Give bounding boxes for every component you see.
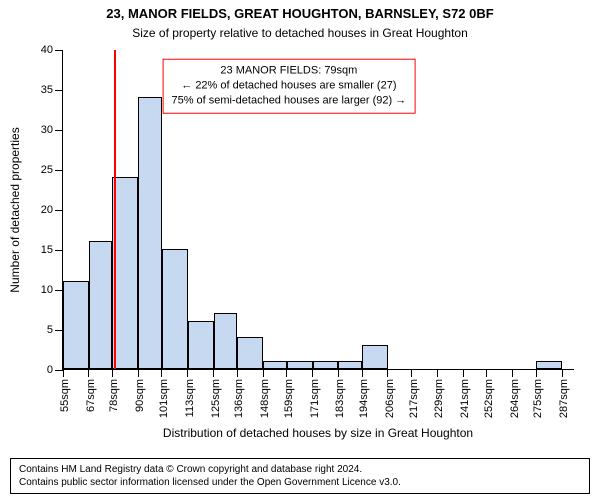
y-tick (55, 170, 63, 171)
y-tick-label: 35 (41, 84, 53, 96)
chart-title-sub: Size of property relative to detached ho… (0, 26, 600, 40)
x-tick-label: 194sqm (358, 379, 370, 418)
y-tick (55, 130, 63, 131)
x-tick (138, 369, 139, 377)
x-tick-label: 136sqm (233, 379, 245, 418)
x-tick (411, 369, 412, 377)
histogram-bar (536, 361, 562, 369)
chart-figure: 23, MANOR FIELDS, GREAT HOUGHTON, BARNSL… (0, 0, 600, 500)
x-tick-label: 78sqm (108, 379, 120, 412)
y-tick-label: 20 (41, 204, 53, 216)
chart-title-main: 23, MANOR FIELDS, GREAT HOUGHTON, BARNSL… (0, 6, 600, 21)
x-tick (338, 369, 339, 377)
x-tick-label: 171sqm (309, 379, 321, 418)
x-tick (387, 369, 388, 377)
histogram-bar (338, 361, 362, 369)
attribution-box: Contains HM Land Registry data © Crown c… (10, 458, 590, 494)
y-tick-label: 15 (41, 244, 53, 256)
y-tick-label: 30 (41, 124, 53, 136)
x-tick (88, 369, 89, 377)
x-tick-label: 101sqm (158, 379, 170, 418)
x-tick-label: 206sqm (384, 379, 396, 418)
x-tick-label: 229sqm (433, 379, 445, 418)
x-tick-label: 125sqm (210, 379, 222, 418)
x-tick (213, 369, 214, 377)
attribution-line-2: Contains public sector information licen… (19, 476, 581, 489)
x-tick (237, 369, 238, 377)
x-tick (161, 369, 162, 377)
y-tick (55, 250, 63, 251)
histogram-bar (237, 337, 263, 369)
y-axis-label: Number of detached properties (8, 127, 22, 292)
x-tick (286, 369, 287, 377)
y-tick (55, 90, 63, 91)
x-tick-label: 67sqm (85, 379, 97, 412)
x-tick (63, 369, 64, 377)
subject-marker-line (114, 50, 116, 369)
histogram-bar (214, 313, 238, 369)
x-tick-label: 241sqm (459, 379, 471, 418)
x-tick-label: 264sqm (509, 379, 521, 418)
annotation-line-2: ← 22% of detached houses are smaller (27… (171, 79, 406, 94)
x-tick (463, 369, 464, 377)
x-tick-label: 90sqm (134, 379, 146, 412)
x-tick (536, 369, 537, 377)
x-tick (562, 369, 563, 377)
annotation-line-3: 75% of semi-detached houses are larger (… (171, 93, 406, 108)
histogram-bar (287, 361, 313, 369)
x-tick-label: 113sqm (184, 379, 196, 417)
x-tick (437, 369, 438, 377)
y-tick-label: 25 (41, 164, 53, 176)
plot-area: 051015202530354055sqm67sqm78sqm90sqm101s… (62, 50, 574, 370)
x-tick (187, 369, 188, 377)
histogram-bar (63, 281, 89, 369)
histogram-bar (138, 97, 162, 369)
histogram-bar (162, 249, 188, 369)
y-tick (55, 330, 63, 331)
x-tick-label: 217sqm (408, 379, 420, 418)
y-tick-label: 10 (41, 284, 53, 296)
histogram-bar (188, 321, 214, 369)
x-tick (362, 369, 363, 377)
y-tick (55, 210, 63, 211)
y-tick (55, 290, 63, 291)
y-tick-label: 0 (47, 364, 53, 376)
annotation-line-1: 23 MANOR FIELDS: 79sqm (171, 64, 406, 79)
x-tick-label: 275sqm (532, 379, 544, 418)
y-tick (55, 50, 63, 51)
histogram-bar (263, 361, 287, 369)
x-tick (512, 369, 513, 377)
x-tick (486, 369, 487, 377)
histogram-bar (362, 345, 388, 369)
annotation-box: 23 MANOR FIELDS: 79sqm← 22% of detached … (162, 59, 415, 114)
x-tick-label: 148sqm (259, 379, 271, 418)
attribution-line-1: Contains HM Land Registry data © Crown c… (19, 463, 581, 476)
x-tick-label: 55sqm (59, 379, 71, 412)
histogram-bar (313, 361, 339, 369)
y-tick-label: 40 (41, 44, 53, 56)
y-tick-label: 5 (47, 324, 53, 336)
histogram-bar (89, 241, 113, 369)
chart-axes: 051015202530354055sqm67sqm78sqm90sqm101s… (62, 50, 574, 370)
x-tick-label: 252sqm (483, 379, 495, 418)
histogram-bar (112, 177, 138, 369)
x-axis-label: Distribution of detached houses by size … (62, 426, 574, 440)
x-tick (112, 369, 113, 377)
x-tick (263, 369, 264, 377)
x-tick (312, 369, 313, 377)
x-tick-label: 183sqm (334, 379, 346, 418)
x-tick-label: 287sqm (558, 379, 570, 418)
x-tick-label: 159sqm (283, 379, 295, 418)
